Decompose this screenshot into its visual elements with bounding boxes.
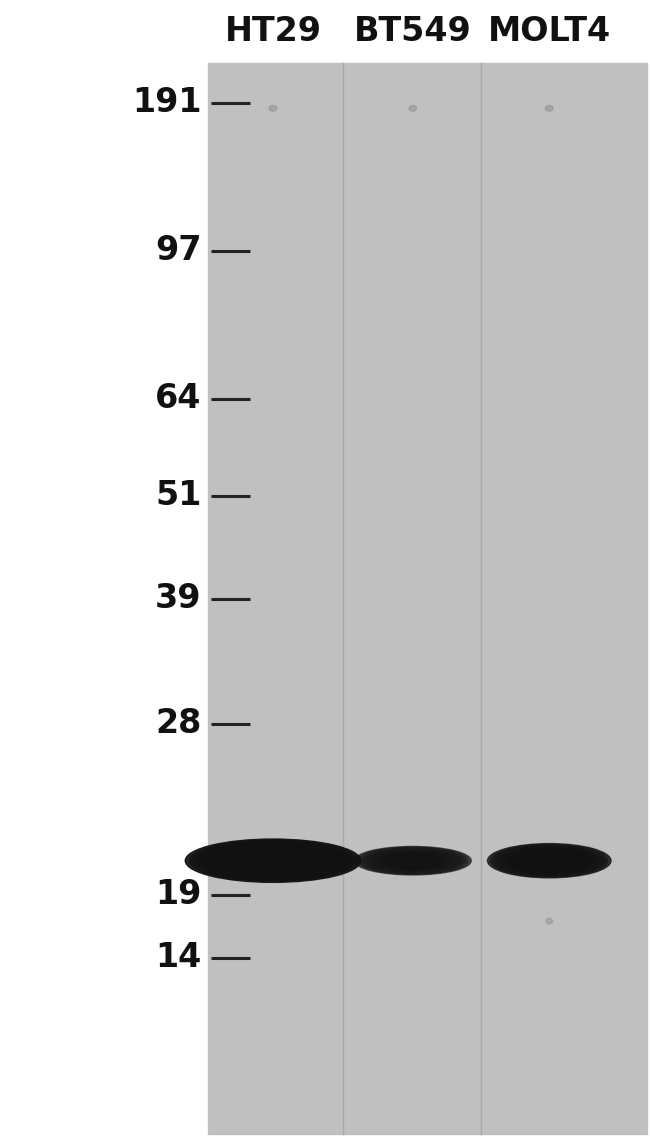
Ellipse shape — [216, 847, 330, 874]
Ellipse shape — [185, 839, 361, 882]
Text: 97: 97 — [155, 235, 202, 267]
Ellipse shape — [198, 842, 348, 879]
Ellipse shape — [509, 849, 590, 872]
Text: 64: 64 — [155, 383, 202, 415]
Text: 39: 39 — [155, 583, 202, 614]
Text: 14: 14 — [155, 942, 202, 974]
Ellipse shape — [512, 850, 586, 871]
Ellipse shape — [207, 845, 339, 877]
Ellipse shape — [374, 852, 451, 870]
Ellipse shape — [357, 847, 468, 874]
Ellipse shape — [203, 844, 343, 878]
Ellipse shape — [500, 847, 599, 874]
Ellipse shape — [211, 846, 335, 876]
Ellipse shape — [194, 841, 352, 880]
Ellipse shape — [360, 848, 465, 873]
Ellipse shape — [378, 853, 448, 870]
Ellipse shape — [497, 846, 602, 876]
Text: 51: 51 — [155, 480, 202, 512]
Ellipse shape — [354, 846, 471, 876]
Ellipse shape — [220, 848, 326, 873]
Ellipse shape — [366, 849, 460, 872]
Text: 191: 191 — [132, 87, 202, 119]
Text: 28: 28 — [155, 708, 202, 740]
Ellipse shape — [369, 850, 456, 871]
Ellipse shape — [190, 840, 356, 881]
Text: HT29: HT29 — [224, 16, 322, 48]
Ellipse shape — [491, 845, 608, 877]
Ellipse shape — [546, 919, 552, 923]
Text: BT549: BT549 — [354, 16, 472, 48]
Ellipse shape — [506, 848, 593, 873]
Ellipse shape — [494, 846, 605, 876]
Ellipse shape — [409, 106, 417, 111]
Ellipse shape — [545, 106, 553, 111]
Ellipse shape — [363, 848, 463, 873]
Ellipse shape — [372, 850, 454, 871]
Bar — [208, 63, 647, 1134]
Text: 19: 19 — [155, 879, 202, 911]
Ellipse shape — [503, 848, 595, 873]
Ellipse shape — [269, 106, 277, 111]
Ellipse shape — [488, 844, 611, 878]
Text: MOLT4: MOLT4 — [488, 16, 611, 48]
Ellipse shape — [225, 849, 321, 872]
